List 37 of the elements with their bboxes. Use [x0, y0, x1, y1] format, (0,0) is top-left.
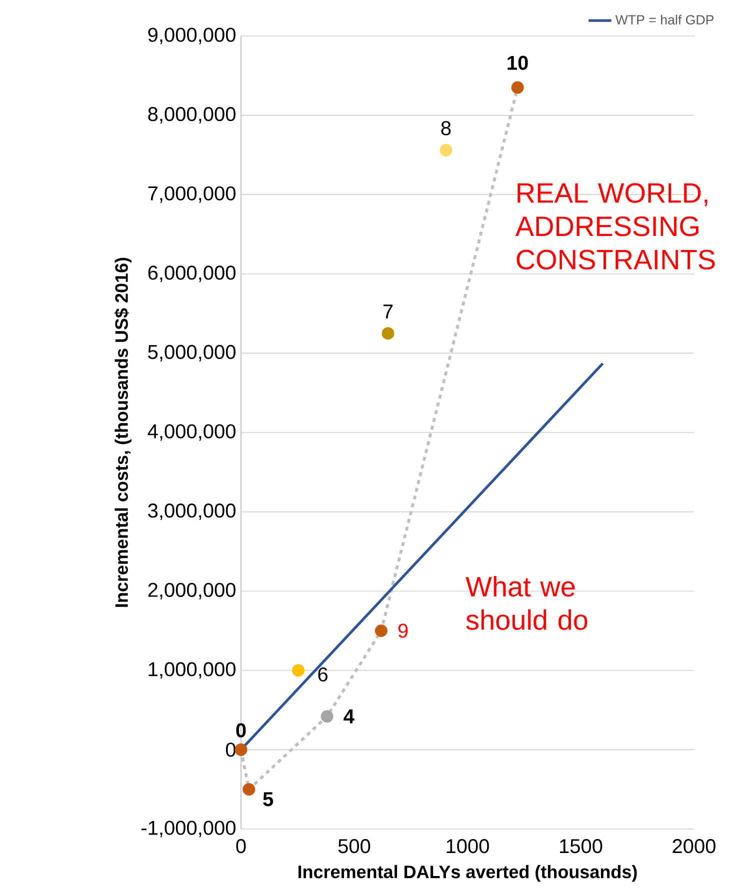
- y-tick-label: 1,000,000: [148, 662, 236, 679]
- y-tick-label: -1,000,000: [142, 820, 236, 838]
- annotation: 0: [236, 723, 246, 738]
- x-tick-label: 1000: [446, 839, 489, 854]
- point: [320, 710, 334, 723]
- point: [382, 327, 394, 340]
- point: [234, 743, 248, 756]
- x-tick-label: 1500: [560, 839, 602, 854]
- x-tick-label: 500: [338, 839, 370, 854]
- y-tick-label: 4,000,000: [148, 424, 236, 441]
- annotation: 5: [263, 792, 274, 806]
- y-axis-title: Incremental costs, (thousands US$ 2016): [114, 258, 132, 607]
- annotation: 6: [318, 667, 328, 682]
- point: [292, 664, 305, 677]
- y-tick-label: 5,000,000: [148, 344, 236, 362]
- y-tick-label: 8,000,000: [148, 107, 236, 124]
- annotation: 9: [398, 624, 408, 638]
- y-tick-label: 0: [226, 742, 236, 757]
- annotation: 7: [383, 304, 393, 318]
- x-tick-label: 0: [236, 839, 246, 854]
- y-tick-label: 6,000,000: [148, 266, 236, 282]
- point: [242, 783, 256, 796]
- annotation: REAL WORLD, ADDRESSING CONSTRAINTS: [515, 183, 715, 270]
- y-tick-label: 7,000,000: [148, 186, 236, 203]
- annotation: What we should do: [466, 576, 588, 630]
- annotation: 8: [441, 121, 451, 136]
- x-axis-title: Incremental DALYs averted (thousands): [298, 865, 637, 882]
- point: [440, 144, 452, 156]
- x-tick-label: 2000: [672, 839, 716, 854]
- y-tick-label: 3,000,000: [148, 504, 236, 520]
- point: [511, 81, 524, 94]
- legend-label: WTP = half GDP: [615, 14, 714, 25]
- y-tick-label: 9,000,000: [148, 28, 236, 44]
- point: [374, 624, 388, 638]
- y-tick-label: 2,000,000: [148, 582, 236, 600]
- annotation: 4: [344, 710, 354, 724]
- annotation: 10: [508, 56, 528, 70]
